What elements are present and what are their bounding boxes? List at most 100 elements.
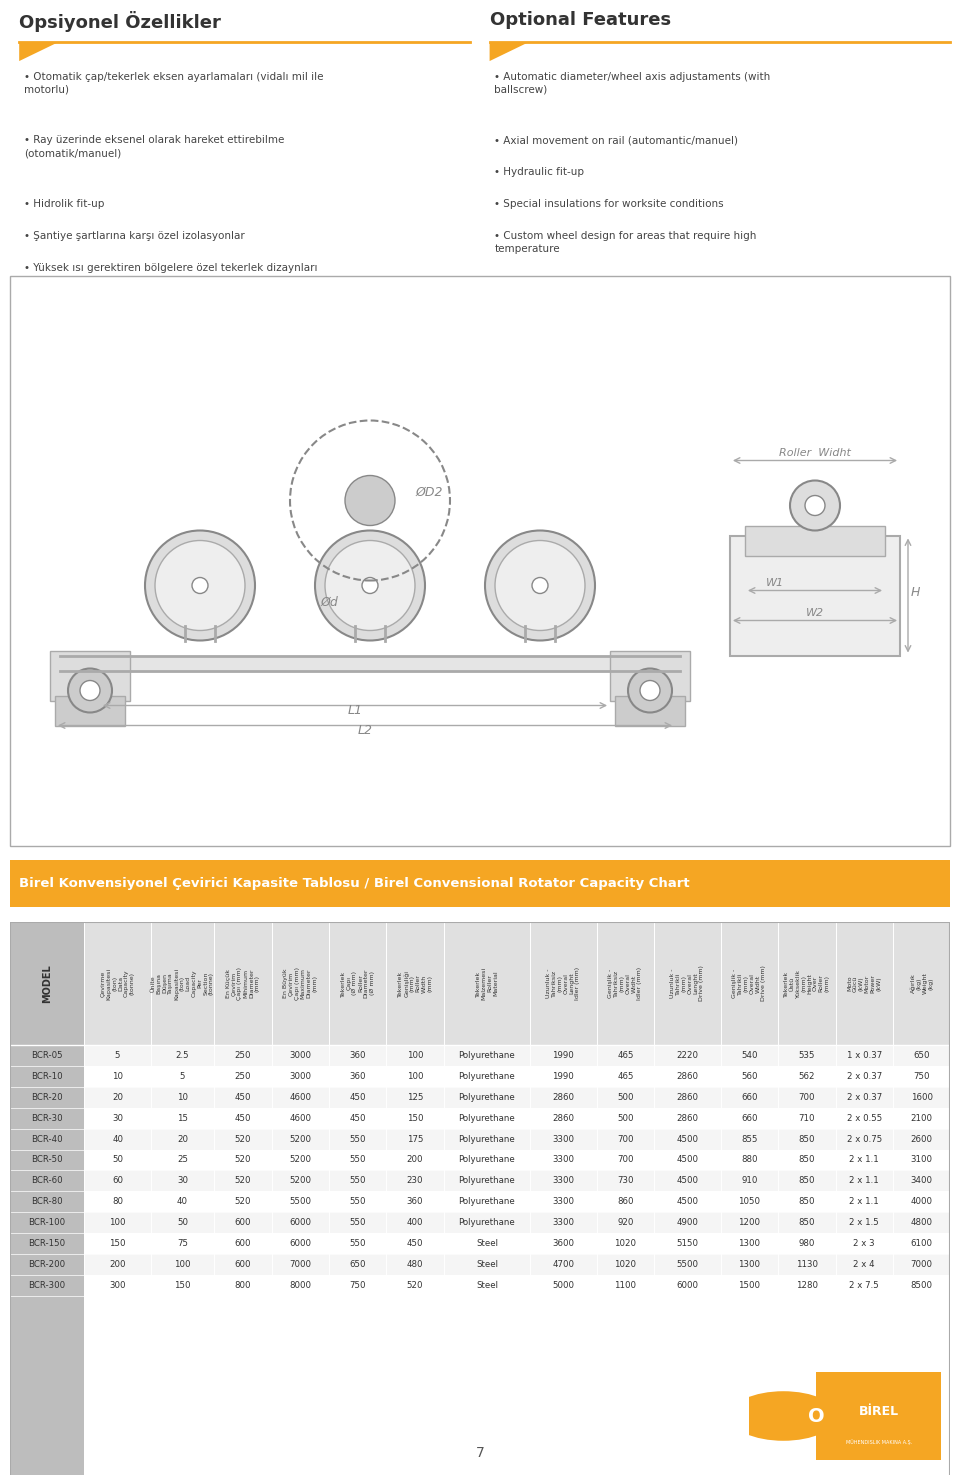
Bar [10,922,950,1044]
Polygon shape [19,43,58,60]
Text: 600: 600 [234,1239,251,1248]
Text: 650: 650 [349,1260,366,1268]
Text: 4500: 4500 [677,1198,698,1207]
FancyBboxPatch shape [10,276,950,845]
Text: • Hidrolik fit-up: • Hidrolik fit-up [24,199,105,209]
Text: 4500: 4500 [677,1177,698,1186]
Text: BCR-300: BCR-300 [29,1280,65,1289]
Text: Ød: Ød [320,596,338,609]
Text: 1280: 1280 [796,1280,818,1289]
Text: 730: 730 [617,1177,634,1186]
Text: Polyurethane: Polyurethane [459,1052,516,1061]
Bar [10,1108,950,1128]
Bar [10,1087,84,1108]
Text: 360: 360 [407,1198,423,1207]
Text: H: H [910,586,920,599]
Text: En Küçük
Çevirim
Çapı (mm)
Mihimum
Diameter
(mm): En Küçük Çevirim Çapı (mm) Mihimum Diame… [226,968,260,1000]
Bar [10,922,84,1475]
Circle shape [628,668,672,712]
Bar [10,1066,84,1087]
Text: 2 x 1.1: 2 x 1.1 [850,1155,879,1164]
Circle shape [192,578,208,593]
Bar [10,1233,84,1254]
Text: 2 x 1.1: 2 x 1.1 [850,1198,879,1207]
Text: 3300: 3300 [552,1218,574,1227]
Text: 5200: 5200 [289,1155,311,1164]
Text: 2860: 2860 [677,1072,698,1081]
Text: 80: 80 [112,1198,123,1207]
Text: 230: 230 [407,1177,423,1186]
Circle shape [790,481,840,531]
Text: 700: 700 [617,1155,634,1164]
Text: Optional Features: Optional Features [490,10,671,28]
Text: 5: 5 [115,1052,120,1061]
Text: 3100: 3100 [911,1155,933,1164]
Circle shape [362,578,378,593]
Bar [10,1274,84,1297]
Polygon shape [490,43,528,60]
Text: 2100: 2100 [911,1114,933,1122]
Text: 7: 7 [475,1446,485,1460]
Text: Tekerlek
Üstü
Yükseklik
(mm)
Height
Over
Roller
(mm): Tekerlek Üstü Yükseklik (mm) Height Over… [784,969,829,999]
Text: Uzunluk -
Tahriksiz
(mm)
Overal
Lenght
Idler (mm): Uzunluk - Tahriksiz (mm) Overal Lenght I… [546,968,580,1000]
Text: 250: 250 [234,1052,251,1061]
Text: 535: 535 [799,1052,815,1061]
Text: 2 x 0.37: 2 x 0.37 [847,1072,882,1081]
Text: 15: 15 [177,1114,188,1122]
Text: L2: L2 [357,724,372,736]
Text: • Special insulations for worksite conditions: • Special insulations for worksite condi… [494,199,724,209]
Text: Opsiyonel Özellikler: Opsiyonel Özellikler [19,10,221,31]
Bar [610,650,690,701]
Text: 150: 150 [407,1114,423,1122]
Text: 500: 500 [617,1114,634,1122]
Text: 450: 450 [349,1114,366,1122]
Circle shape [532,578,548,593]
Text: 1130: 1130 [796,1260,818,1268]
Text: 4500: 4500 [677,1155,698,1164]
Text: 20: 20 [112,1093,123,1102]
Text: Steel: Steel [476,1239,498,1248]
Text: Uzunluk -
Tahrikli
(mm)
Overal
Lenght
Drive (mm): Uzunluk - Tahrikli (mm) Overal Lenght Dr… [670,966,705,1002]
Bar [10,1233,950,1254]
Text: Polyurethane: Polyurethane [459,1198,516,1207]
Text: 3400: 3400 [911,1177,933,1186]
Text: 910: 910 [741,1177,757,1186]
Text: 3600: 3600 [552,1239,574,1248]
Text: 125: 125 [407,1093,423,1102]
Text: Polyurethane: Polyurethane [459,1155,516,1164]
Text: 3000: 3000 [289,1072,311,1081]
Text: 40: 40 [112,1134,123,1143]
Text: 550: 550 [349,1198,366,1207]
Text: 750: 750 [349,1280,366,1289]
Text: 2 x 0.75: 2 x 0.75 [847,1134,882,1143]
Text: 520: 520 [407,1280,423,1289]
Text: 150: 150 [109,1239,126,1248]
Text: 6000: 6000 [289,1239,311,1248]
Bar [10,1192,950,1212]
Text: 1050: 1050 [738,1198,760,1207]
Text: Ünite
Başına
Düşen
Taşıma
Kapasitesi
(ton)
Load
Capacity
Per
Section
(tonne): Ünite Başına Düşen Taşıma Kapasitesi (to… [151,968,214,1000]
Bar [10,1170,84,1192]
Text: O: O [807,1407,825,1425]
Text: BCR-200: BCR-200 [29,1260,65,1268]
Text: 450: 450 [407,1239,423,1248]
Text: 8500: 8500 [911,1280,933,1289]
Text: 6000: 6000 [677,1280,698,1289]
Text: 40: 40 [177,1198,188,1207]
Text: 2220: 2220 [677,1052,698,1061]
Text: 500: 500 [617,1093,634,1102]
Text: 30: 30 [112,1114,123,1122]
Text: 4000: 4000 [911,1198,933,1207]
Text: W1: W1 [766,578,784,587]
Text: 1 x 0.37: 1 x 0.37 [847,1052,882,1061]
Text: 562: 562 [799,1072,815,1081]
Text: 465: 465 [617,1052,634,1061]
Text: BCR-10: BCR-10 [31,1072,62,1081]
Text: Polyurethane: Polyurethane [459,1134,516,1143]
Text: 4500: 4500 [677,1134,698,1143]
Text: 5500: 5500 [289,1198,311,1207]
Circle shape [68,668,112,712]
Text: Polyurethane: Polyurethane [459,1177,516,1186]
Text: • Otomatik çap/tekerlek eksen ayarlamaları (vidalı mil ile
motorlu): • Otomatik çap/tekerlek eksen ayarlamala… [24,72,324,94]
Text: • Automatic diameter/wheel axis adjustaments (with
ballscrew): • Automatic diameter/wheel axis adjustam… [494,72,771,94]
